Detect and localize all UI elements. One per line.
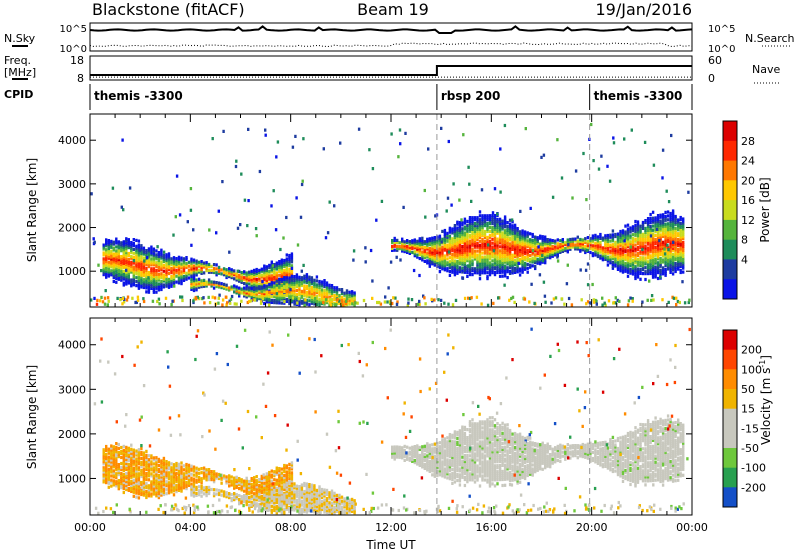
nsky-tick-top: 10^5 xyxy=(60,24,87,35)
nsearch-line xyxy=(89,42,693,48)
power-colorbar-swatch xyxy=(723,279,737,300)
power-colorbar-swatch xyxy=(723,259,737,280)
velocity-panel: 1000 2000 3000 4000 00:00 04:00 08:00 12:00 16:… xyxy=(25,317,773,552)
velocity-colorbar-label: Velocity [m s-1] xyxy=(758,355,773,445)
power-colorbar-swatch xyxy=(723,160,737,181)
velocity-colorbar-swatch xyxy=(723,389,737,410)
power-colorbar-tick: 8 xyxy=(741,234,748,247)
velocity-colorbar-tick: -15 xyxy=(741,422,759,435)
velocity-xtick-label: 12:00 xyxy=(375,521,407,534)
nsearch-tick-bottom: 10^0 xyxy=(708,44,735,55)
velocity-colorbar-swatch xyxy=(723,408,737,429)
velocity-xtick-label: 20:00 xyxy=(576,521,608,534)
velocity-colorbar-swatch xyxy=(723,349,737,370)
velocity-xtick-label: 00:00 xyxy=(676,521,708,534)
power-colorbar-swatch xyxy=(723,140,737,162)
velocity-ytick-label: 2000 xyxy=(58,428,86,441)
velocity-colorbar-tick: 200 xyxy=(741,344,762,357)
power-colorbar-swatch xyxy=(723,219,737,241)
velocity-colorbar-swatch xyxy=(723,428,737,449)
power-colorbar-swatch xyxy=(723,239,737,260)
nave-label: Nave xyxy=(752,63,780,76)
cpid-segment-label: rbsp 200 xyxy=(441,89,500,103)
velocity-colorbar-tick: 50 xyxy=(741,383,755,396)
power-ylabel: Slant Range [km] xyxy=(25,158,39,262)
velocity-colorbar-swatch xyxy=(723,330,737,351)
power-colorbar-swatch xyxy=(723,121,737,142)
cpid-segment-label: themis -3300 xyxy=(594,89,683,103)
nsearch-tick-top: 10^5 xyxy=(708,24,735,35)
power-ytick-label: 3000 xyxy=(58,178,86,191)
velocity-colorbar-swatch xyxy=(723,467,737,488)
nsearch-label: N.Search xyxy=(745,32,795,45)
nave-tick-top: 60 xyxy=(708,54,722,67)
power-colorbar-swatch xyxy=(723,200,737,221)
power-ytick-label: 1000 xyxy=(58,265,86,278)
freq-label-top: Freq. xyxy=(4,54,31,67)
power-colorbar-tick: 24 xyxy=(741,155,755,168)
x-axis-label: Time UT xyxy=(365,538,416,552)
nsky-label: N.Sky xyxy=(4,32,36,45)
beam-title: Beam 19 xyxy=(357,0,429,19)
cpid-panel: CPID themis -3300 rbsp 200 themis -3300 xyxy=(4,84,693,110)
power-colorbar-tick: 20 xyxy=(741,174,755,187)
freq-label-bottom: [MHz] xyxy=(4,66,36,79)
freq-panel: Freq. [MHz] 18 8 Nave 60 0 xyxy=(4,54,780,85)
power-colorbar-swatch xyxy=(723,180,737,201)
power-ytick-label: 2000 xyxy=(58,222,86,235)
velocity-colorbar-swatch xyxy=(723,487,737,508)
velocity-colorbar-tick: 100 xyxy=(741,363,762,376)
nsky-line xyxy=(89,25,693,34)
velocity-colorbar-tick: -100 xyxy=(741,462,766,475)
freq-tick-top: 18 xyxy=(70,54,84,67)
power-colorbar-tick: 12 xyxy=(741,214,755,227)
freq-line xyxy=(90,65,692,76)
velocity-colorbar-tick: -200 xyxy=(741,481,766,494)
nsky-panel: N.Sky 10^5 10^0 N.Search 10^5 10^0 xyxy=(4,22,795,55)
velocity-xtick-label: 08:00 xyxy=(275,521,307,534)
power-colorbar-tick: 16 xyxy=(741,194,755,207)
power-ytick-label: 4000 xyxy=(58,134,86,147)
power-panel: 1000 2000 3000 4000 Slant Range [km] 28 24 20… xyxy=(25,113,772,308)
velocity-colorbar-tick: 15 xyxy=(741,403,755,416)
cpid-segment-label: themis -3300 xyxy=(94,89,183,103)
velocity-ytick-label: 3000 xyxy=(58,383,86,396)
date-title: 19/Jan/2016 xyxy=(595,0,692,19)
nsky-tick-bottom: 10^0 xyxy=(60,44,87,55)
velocity-xtick-label: 16:00 xyxy=(475,521,507,534)
velocity-ytick-label: 1000 xyxy=(58,472,86,485)
power-colorbar-tick: 4 xyxy=(741,253,748,266)
velocity-colorbar-tick: -50 xyxy=(741,442,759,455)
station-title: Blackstone (fitACF) xyxy=(92,0,245,19)
nave-tick-bottom: 0 xyxy=(708,72,715,85)
power-colorbar-label: Power [dB] xyxy=(758,177,772,242)
velocity-xtick-label: 04:00 xyxy=(174,521,206,534)
cpid-label: CPID xyxy=(4,88,33,101)
velocity-ytick-label: 4000 xyxy=(58,339,86,352)
velocity-xtick-label: 00:00 xyxy=(74,521,106,534)
freq-tick-bottom: 8 xyxy=(77,72,84,85)
velocity-colorbar-swatch xyxy=(723,369,737,390)
velocity-colorbar-swatch xyxy=(723,448,737,469)
power-colorbar-tick: 28 xyxy=(741,135,755,148)
velocity-ylabel: Slant Range [km] xyxy=(25,365,39,469)
